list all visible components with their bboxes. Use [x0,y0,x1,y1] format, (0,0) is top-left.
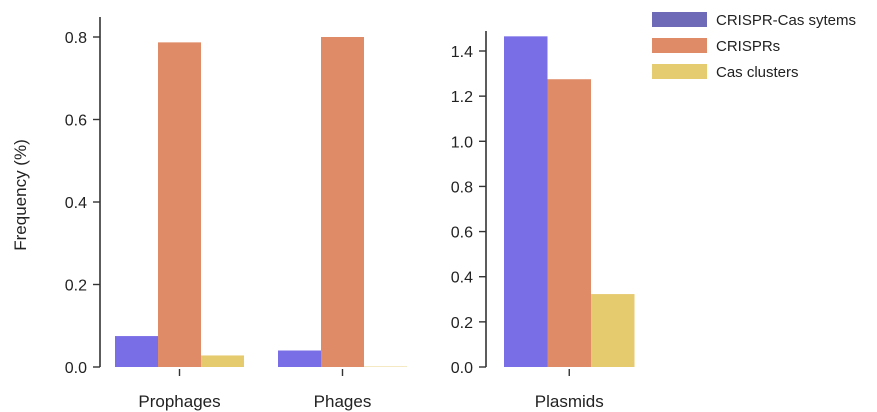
y-tick-label: 0.2 [65,278,87,295]
y-tick-label: 0.4 [451,270,473,287]
legend-swatch [652,64,707,79]
bar-crispr-cas-sytems-prophages [115,336,158,367]
y-axis-label: Frequency (%) [11,139,30,250]
bar-crispr-cas-sytems-plasmids [504,36,548,367]
bar-crisprs-plasmids [547,79,591,367]
y-tick-label: 0.8 [451,179,473,196]
legend-label: CRISPRs [716,38,780,55]
y-tick-label: 0.0 [451,360,473,377]
bar-crisprs-phages [321,37,364,367]
x-tick-label-prophages: Prophages [138,392,220,411]
x-tick-label-phages: Phages [314,392,372,411]
y-tick-label: 1.0 [451,134,473,151]
legend-swatch [652,12,707,27]
x-tick-label-plasmids: Plasmids [535,392,604,411]
y-tick-label: 0.0 [65,360,87,377]
legend: CRISPR-Cas sytems CRISPRs Cas clusters [652,12,856,81]
y-tick-label: 1.2 [451,89,473,106]
y-tick-label: 0.6 [451,225,473,242]
bar-crispr-cas-sytems-phages [278,350,321,367]
y-tick-label: 0.6 [65,113,87,130]
y-tick-label: 0.8 [65,30,87,47]
legend-label: CRISPR-Cas sytems [716,12,856,29]
y-tick-label: 1.4 [451,44,473,61]
y-tick-label: 0.2 [451,315,473,332]
y-tick-label: 0.4 [65,195,87,212]
legend-swatch [652,38,707,53]
bar-cas-clusters-prophages [201,355,244,367]
right-panel: 0.0 0.2 0.4 0.6 0.8 1.0 1.2 1.4 Plasmids [451,31,635,411]
legend-label: Cas clusters [716,64,799,81]
bar-cas-clusters-plasmids [591,294,635,367]
left-panel: 0.0 0.2 0.4 0.6 0.8 Prophages Phages [65,17,407,411]
bar-crisprs-prophages [158,42,201,368]
